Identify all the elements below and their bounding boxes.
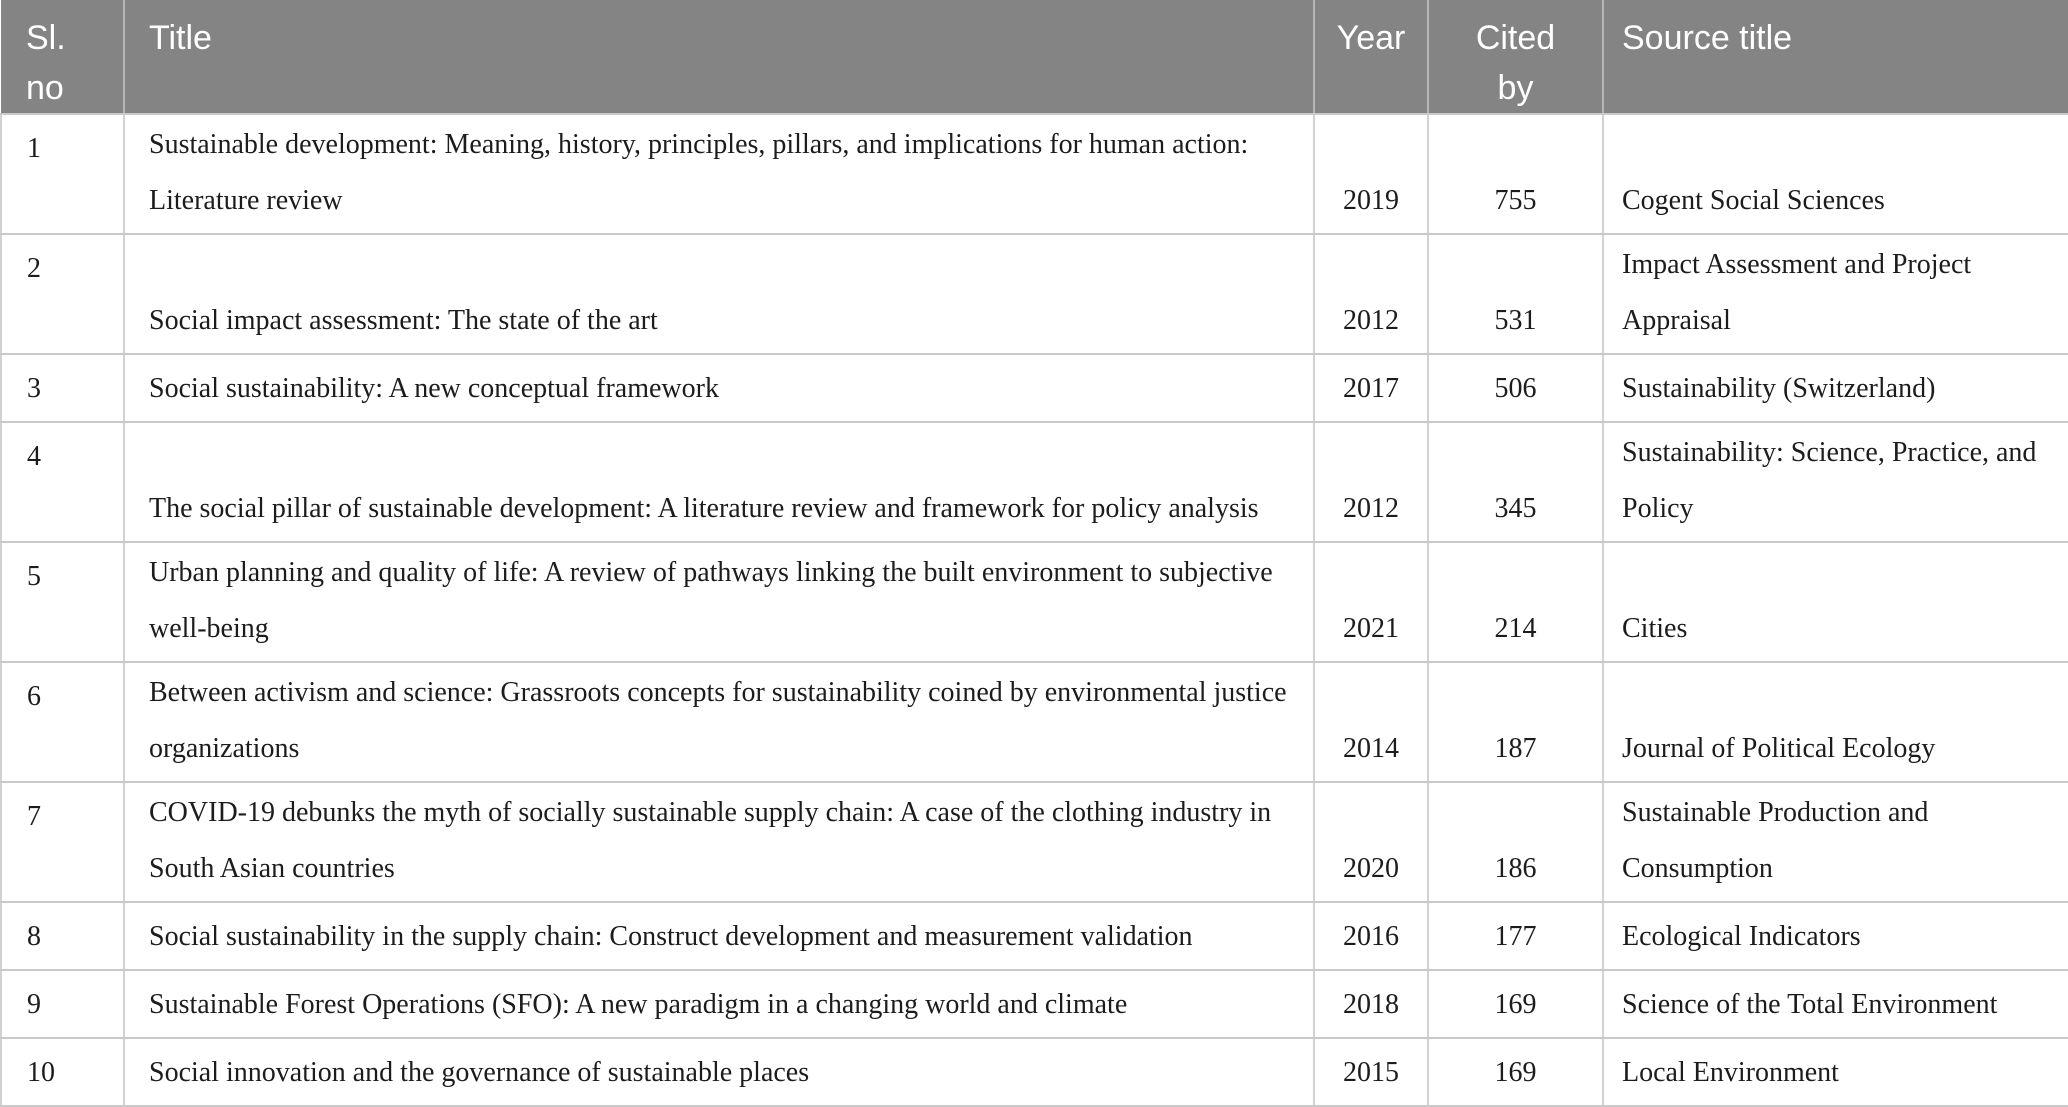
cell-cited-by: 506 bbox=[1427, 354, 1604, 423]
cell-sl-no: 6 bbox=[0, 662, 125, 783]
cell-title: Social sustainability: A new conceptual … bbox=[123, 354, 1315, 423]
header-row: Sl. no Title Year Cited by Source title bbox=[1, 0, 2068, 115]
cell-title: Social impact assessment: The state of t… bbox=[123, 234, 1315, 355]
cell-year: 2018 bbox=[1313, 970, 1429, 1039]
column-header-year: Year bbox=[1313, 0, 1428, 115]
table-body: 1 Sustainable development: Meaning, hist… bbox=[0, 114, 2068, 1107]
cell-sl-no: 5 bbox=[0, 542, 125, 663]
table-row: 9 Sustainable Forest Operations (SFO): A… bbox=[0, 970, 2068, 1039]
table-row: 7 COVID-19 debunks the myth of socially … bbox=[0, 782, 2068, 903]
cell-source-title: Ecological Indicators bbox=[1602, 902, 2068, 971]
cell-cited-by: 177 bbox=[1427, 902, 1604, 971]
column-header-cited-by: Cited by bbox=[1427, 0, 1603, 115]
cell-source-title: Journal of Political Ecology bbox=[1602, 662, 2068, 783]
cell-sl-no: 4 bbox=[0, 422, 125, 543]
table-row: 1 Sustainable development: Meaning, hist… bbox=[0, 114, 2068, 235]
cell-cited-by: 187 bbox=[1427, 662, 1604, 783]
cell-title: Social sustainability in the supply chai… bbox=[123, 902, 1315, 971]
column-header-source-title: Source title bbox=[1602, 0, 2068, 115]
cell-year: 2019 bbox=[1313, 114, 1429, 235]
table-row: 5 Urban planning and quality of life: A … bbox=[0, 542, 2068, 663]
cell-source-title: Science of the Total Environment bbox=[1602, 970, 2068, 1039]
cell-cited-by: 186 bbox=[1427, 782, 1604, 903]
cell-year: 2016 bbox=[1313, 902, 1429, 971]
cell-cited-by: 214 bbox=[1427, 542, 1604, 663]
cell-source-title: Local Environment bbox=[1602, 1038, 2068, 1107]
cell-sl-no: 3 bbox=[0, 354, 125, 423]
cell-source-title: Sustainability: Science, Practice, and P… bbox=[1602, 422, 2068, 543]
cell-sl-no: 8 bbox=[0, 902, 125, 971]
table-row: 3 Social sustainability: A new conceptua… bbox=[0, 354, 2068, 423]
column-header-sl-no: Sl. no bbox=[1, 0, 124, 115]
cell-source-title: Cities bbox=[1602, 542, 2068, 663]
cell-cited-by: 169 bbox=[1427, 970, 1604, 1039]
cell-title: Social innovation and the governance of … bbox=[123, 1038, 1315, 1107]
cell-sl-no: 2 bbox=[0, 234, 125, 355]
cell-title: Between activism and science: Grassroots… bbox=[123, 662, 1315, 783]
cell-year: 2012 bbox=[1313, 234, 1429, 355]
cell-year: 2012 bbox=[1313, 422, 1429, 543]
table-header: Sl. no Title Year Cited by Source title bbox=[1, 0, 2068, 115]
cell-title: Urban planning and quality of life: A re… bbox=[123, 542, 1315, 663]
cell-cited-by: 345 bbox=[1427, 422, 1604, 543]
table-row: 8 Social sustainability in the supply ch… bbox=[0, 902, 2068, 971]
cell-year: 2014 bbox=[1313, 662, 1429, 783]
cell-title: Sustainable Forest Operations (SFO): A n… bbox=[123, 970, 1315, 1039]
cell-year: 2015 bbox=[1313, 1038, 1429, 1107]
cell-source-title: Sustainable Production and Consumption bbox=[1602, 782, 2068, 903]
table-row: 10 Social innovation and the governance … bbox=[0, 1038, 2068, 1107]
cell-year: 2020 bbox=[1313, 782, 1429, 903]
cell-title: COVID-19 debunks the myth of socially su… bbox=[123, 782, 1315, 903]
table-row: 2 Social impact assessment: The state of… bbox=[0, 234, 2068, 355]
column-header-title: Title bbox=[123, 0, 1314, 115]
cell-sl-no: 10 bbox=[0, 1038, 125, 1107]
cell-source-title: Cogent Social Sciences bbox=[1602, 114, 2068, 235]
cell-cited-by: 531 bbox=[1427, 234, 1604, 355]
table-row: 6 Between activism and science: Grassroo… bbox=[0, 662, 2068, 783]
cell-sl-no: 9 bbox=[0, 970, 125, 1039]
cell-cited-by: 169 bbox=[1427, 1038, 1604, 1107]
cell-cited-by: 755 bbox=[1427, 114, 1604, 235]
cell-source-title: Impact Assessment and Project Appraisal bbox=[1602, 234, 2068, 355]
cell-year: 2017 bbox=[1313, 354, 1429, 423]
cell-year: 2021 bbox=[1313, 542, 1429, 663]
cell-title: The social pillar of sustainable develop… bbox=[123, 422, 1315, 543]
cell-source-title: Sustainability (Switzerland) bbox=[1602, 354, 2068, 423]
cell-sl-no: 1 bbox=[0, 114, 125, 235]
cell-sl-no: 7 bbox=[0, 782, 125, 903]
table-row: 4 The social pillar of sustainable devel… bbox=[0, 422, 2068, 543]
cell-title: Sustainable development: Meaning, histor… bbox=[123, 114, 1315, 235]
